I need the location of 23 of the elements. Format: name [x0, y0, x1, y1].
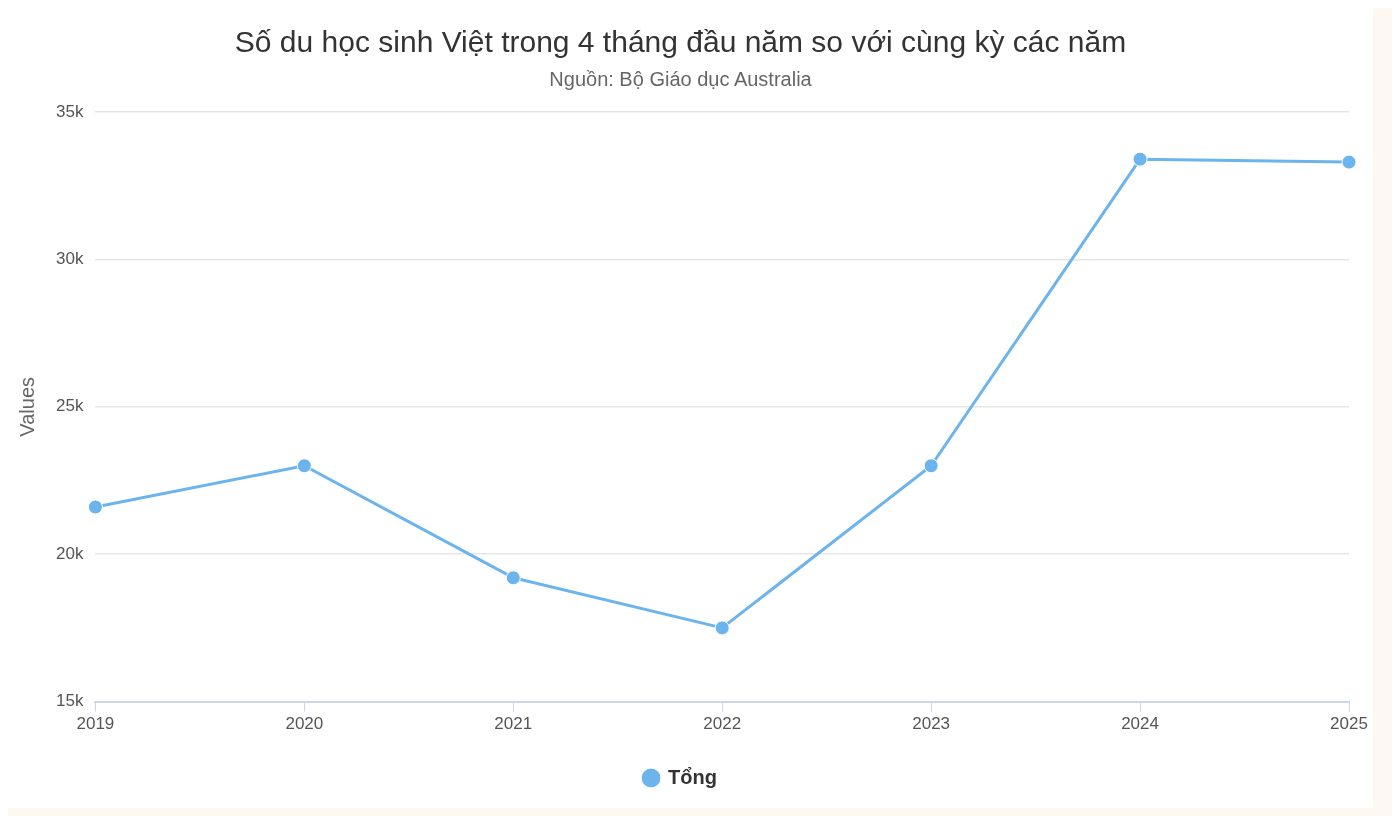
point	[87, 499, 103, 515]
chart-subtitle: Nguồn: Bộ Giáo dục Australia	[549, 67, 813, 90]
x-tick-label: 2025	[1330, 714, 1368, 734]
y-tick-label: 35k	[55, 101, 84, 121]
point	[923, 458, 939, 474]
point	[1132, 151, 1148, 167]
y-tick-label: 30k	[55, 249, 84, 269]
y-axis-title: Values	[15, 376, 38, 437]
x-tick-label: 2021	[494, 714, 533, 734]
point	[714, 620, 730, 636]
x-tick-label: 2024	[1121, 714, 1159, 734]
x-tick-label: 2020	[285, 714, 324, 734]
legend-label: Tổng	[668, 765, 717, 788]
y-tick-label: 20k	[55, 543, 84, 563]
point	[505, 570, 521, 586]
chart-title: Số du học sinh Việt trong 4 tháng đầu năm so với cùng kỳ các năm	[234, 25, 1127, 59]
point	[1341, 154, 1357, 170]
y-tick-label: 15k	[55, 691, 84, 711]
x-tick-label: 2022	[703, 714, 742, 734]
point	[296, 458, 312, 474]
x-tick-label: 2019	[76, 714, 115, 734]
x-tick-label: 2023	[912, 714, 951, 734]
y-tick-label: 25k	[55, 396, 84, 416]
